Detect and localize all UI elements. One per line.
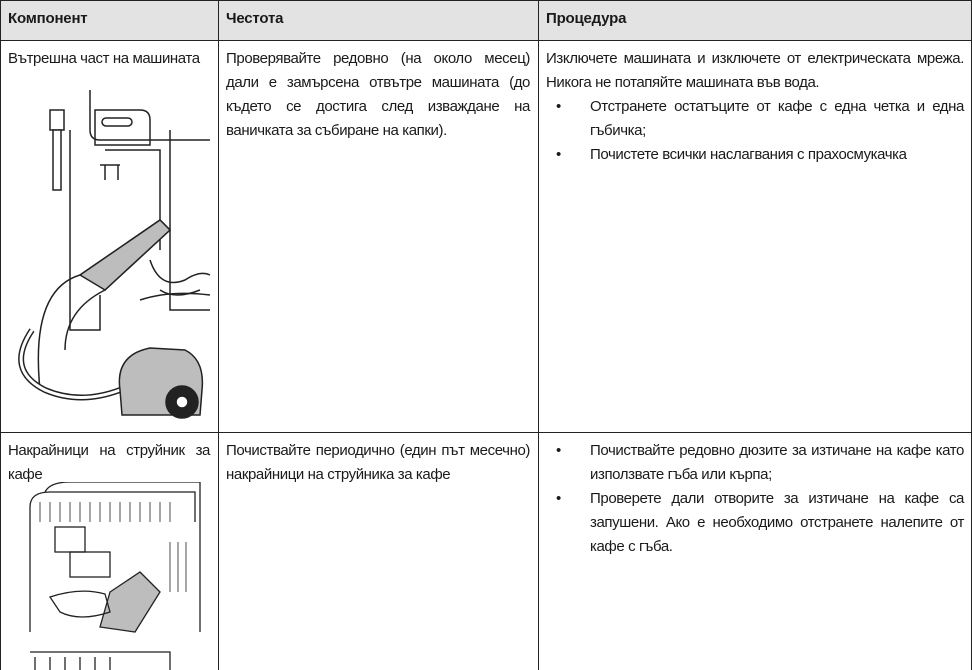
procedure-bullet: Почистете всички наслагвания с прахосмук… xyxy=(556,143,964,167)
rule xyxy=(0,0,1,670)
rule xyxy=(218,0,219,670)
procedure-bullet: Отстранете остатъците от кафе с една чет… xyxy=(556,95,964,143)
rule xyxy=(0,40,972,41)
frequency: Почиствайте периодично (един път месечно… xyxy=(226,442,530,483)
rule xyxy=(538,0,539,670)
frequency: Проверявайте редовно (на около месец) да… xyxy=(226,50,530,139)
rule xyxy=(0,0,972,1)
rule xyxy=(0,432,972,433)
procedure-list: Почиствайте редовно дюзите за изтичане н… xyxy=(546,439,964,559)
component: Вътрешна част на машината xyxy=(8,50,200,67)
procedure: Изключете машината и изключете от електр… xyxy=(538,41,972,173)
component: Накрайници на струйник за кафе xyxy=(8,442,210,483)
vacuum-illustration xyxy=(18,90,211,419)
procedure: Почиствайте редовно дюзите за изтичане н… xyxy=(538,433,972,565)
procedure-bullet: Проверете дали отворите за изтичане на к… xyxy=(556,487,964,559)
header-cell: Процедура xyxy=(538,0,972,40)
nozzle-illustration xyxy=(29,482,201,670)
procedure-list: Отстранете остатъците от кафе с една чет… xyxy=(546,95,964,167)
header-cell: Компонент xyxy=(0,0,218,40)
procedure-bullet: Почиствайте редовно дюзите за изтичане н… xyxy=(556,439,964,487)
procedure-intro: Изключете машината и изключете от електр… xyxy=(546,50,964,91)
header-cell: Честота xyxy=(218,0,538,40)
